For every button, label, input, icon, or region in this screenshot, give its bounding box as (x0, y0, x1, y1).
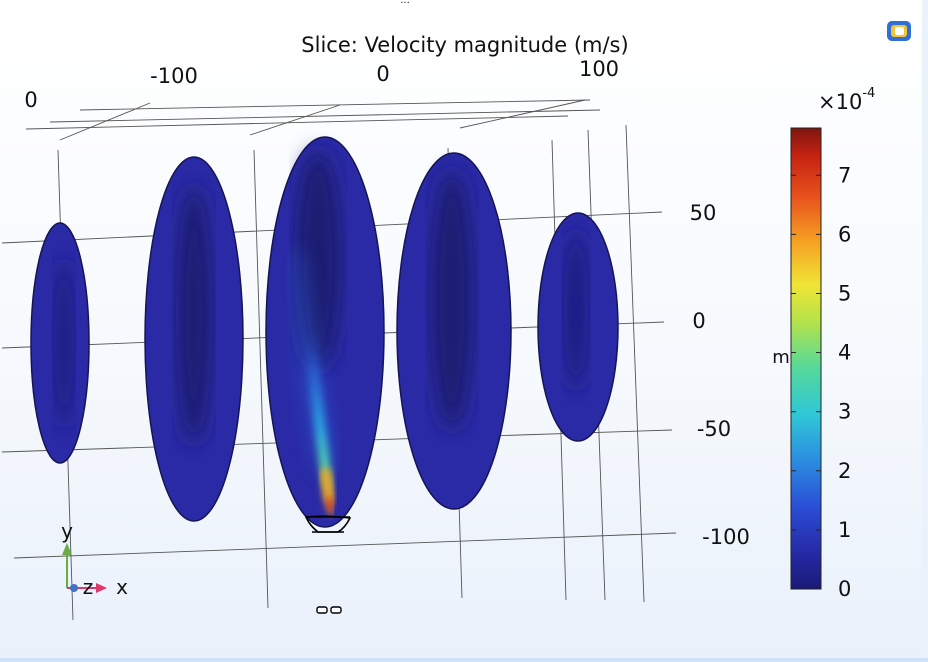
colorbar-tick-label: 6 (838, 222, 851, 246)
vertical-axis-tick: -100 (702, 525, 750, 549)
colorbar-tick-label: 4 (838, 341, 851, 365)
orientation-triad: y z x (61, 519, 128, 599)
axis-x-label: x (116, 575, 128, 599)
top-axis-tick: -100 (150, 64, 198, 88)
colorbar-tick-label: 1 (838, 518, 851, 542)
colorbar-tick-label: 2 (838, 459, 851, 483)
top-axis-tick: 0 (376, 62, 389, 86)
top-axis-tick: 0 (24, 88, 37, 112)
status-strip (0, 658, 928, 662)
colorbar-exponent: ×10-4 (818, 86, 876, 114)
top-axis-tick: 100 (579, 57, 619, 81)
axis-y-label: y (61, 519, 73, 543)
axis-z-label: z (83, 575, 94, 599)
slice-unit-label: m (772, 347, 790, 368)
colorbar-tick-label: 3 (838, 400, 851, 424)
inlet-geometry (304, 515, 352, 533)
vertical-axis-tick: -50 (697, 417, 731, 441)
vertical-axis-tick: 50 (690, 201, 717, 225)
app-logo-icon (886, 20, 912, 42)
svg-text:···: ··· (400, 0, 410, 9)
color-legend: 0 1 2 3 4 5 6 7 (790, 127, 851, 601)
colorbar-tick-label: 7 (838, 163, 851, 187)
plot-title: Slice: Velocity magnitude (m/s) (301, 33, 628, 57)
colorbar-tick-label: 0 (838, 577, 851, 601)
outlet-geometry (316, 606, 342, 614)
window-edge (922, 0, 928, 662)
colorbar-tick-label: 5 (838, 281, 851, 305)
vertical-axis-tick: 0 (692, 309, 705, 333)
